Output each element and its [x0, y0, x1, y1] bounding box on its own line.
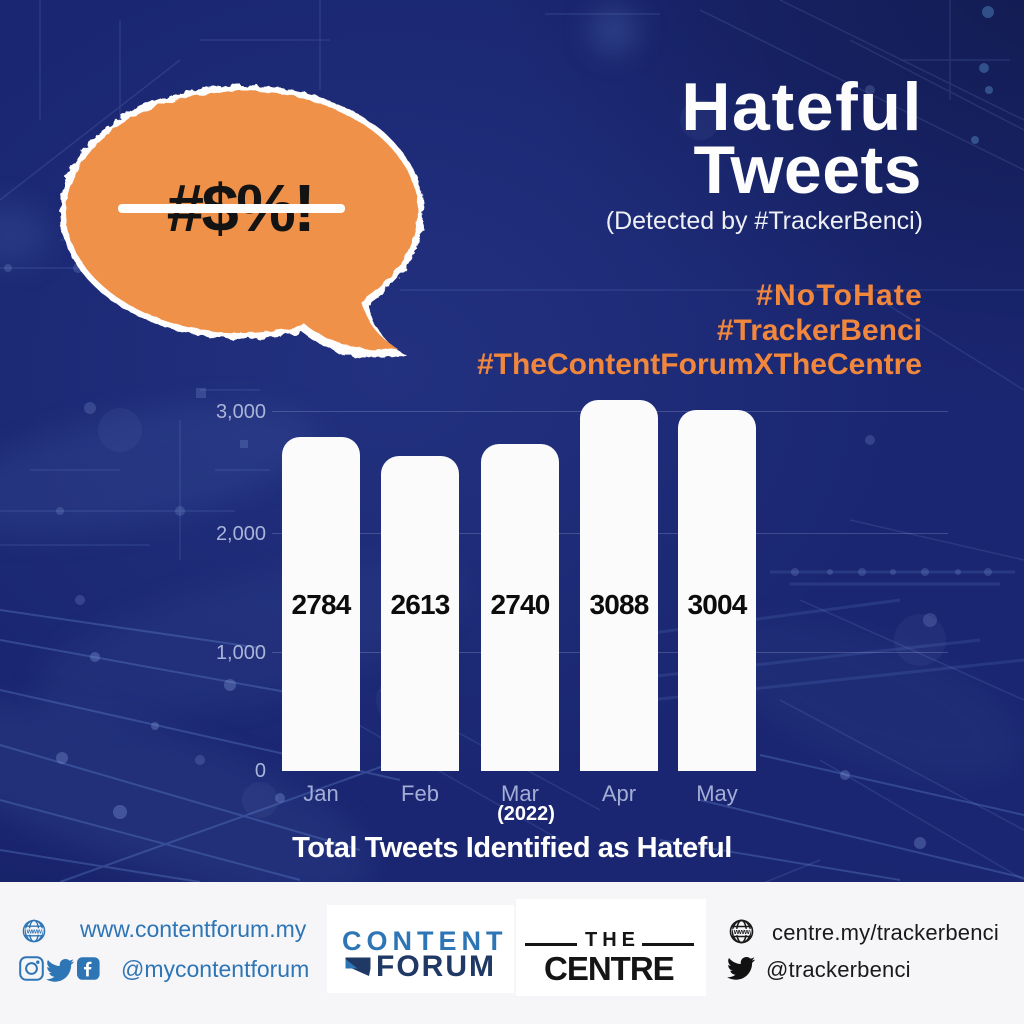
- svg-text:www: www: [26, 929, 43, 936]
- svg-text:www: www: [733, 927, 750, 936]
